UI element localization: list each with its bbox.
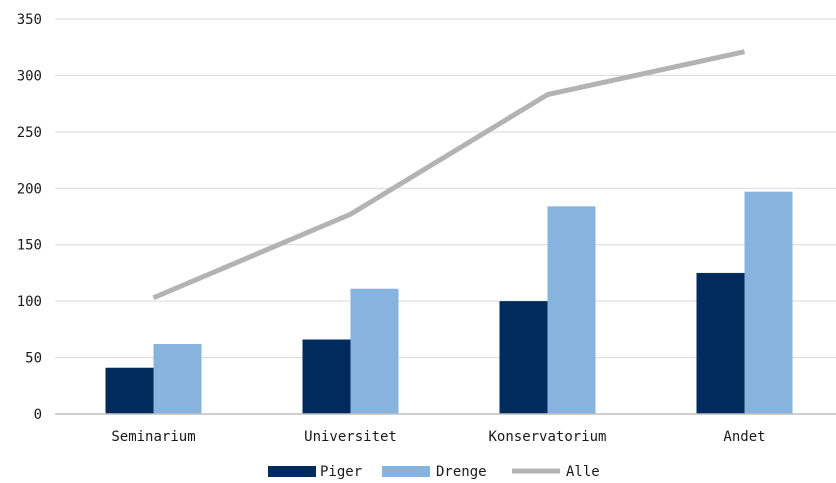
line-alle — [154, 52, 745, 298]
legend: Piger Drenge Alle — [268, 464, 600, 479]
y-tick-label: 350 — [17, 12, 42, 28]
bar-drenge — [745, 192, 793, 414]
x-axis-category-labels: Seminarium Universitet Konservatorium Andet — [111, 429, 765, 445]
bar-series — [106, 192, 793, 414]
legend-swatch — [382, 466, 430, 477]
bar-piger — [303, 340, 351, 414]
legend-swatch — [268, 466, 316, 477]
legend-item-alle: Alle — [512, 464, 600, 479]
x-category-label: Konservatorium — [488, 429, 606, 445]
bar-piger — [500, 301, 548, 414]
y-axis-tick-labels: 0 50 100 150 200 250 300 350 — [17, 12, 42, 423]
bar-drenge — [548, 206, 596, 414]
line-series — [153, 52, 744, 298]
y-tick-label: 50 — [25, 351, 42, 367]
x-category-label: Seminarium — [111, 429, 195, 445]
y-tick-label: 300 — [17, 68, 42, 84]
bar-drenge — [154, 344, 202, 414]
y-tick-label: 100 — [17, 294, 42, 310]
legend-label: Alle — [566, 464, 600, 479]
y-tick-label: 250 — [17, 125, 42, 141]
legend-item-piger: Piger — [268, 464, 362, 479]
bar-drenge — [351, 289, 399, 414]
bar-piger — [697, 273, 745, 414]
y-tick-label: 200 — [17, 181, 42, 197]
x-category-label: Universitet — [304, 429, 397, 445]
legend-label: Piger — [320, 464, 362, 479]
x-category-label: Andet — [723, 429, 765, 445]
y-tick-label: 0 — [34, 407, 42, 423]
y-tick-label: 150 — [17, 238, 42, 254]
legend-label: Drenge — [436, 464, 487, 479]
legend-item-drenge: Drenge — [382, 464, 487, 479]
bar-piger — [106, 368, 154, 414]
